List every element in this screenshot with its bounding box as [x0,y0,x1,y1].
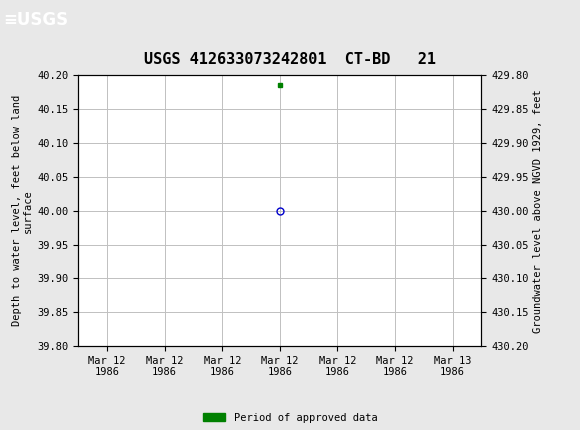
Legend: Period of approved data: Period of approved data [202,413,378,423]
Text: USGS 412633073242801  CT-BD   21: USGS 412633073242801 CT-BD 21 [144,52,436,67]
Y-axis label: Depth to water level, feet below land
surface: Depth to water level, feet below land su… [12,95,33,326]
Y-axis label: Groundwater level above NGVD 1929, feet: Groundwater level above NGVD 1929, feet [533,89,543,332]
Text: ≡USGS: ≡USGS [3,11,68,29]
